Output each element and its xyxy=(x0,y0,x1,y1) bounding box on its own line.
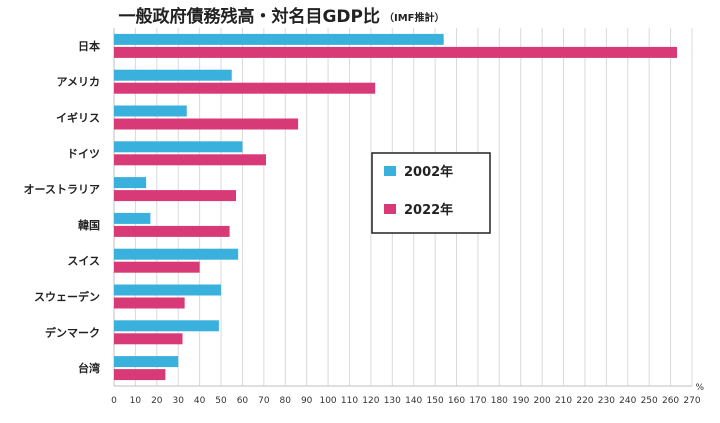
bar xyxy=(114,154,266,166)
bar xyxy=(114,356,179,368)
category-label: イギリス xyxy=(56,111,100,125)
category-label: ドイツ xyxy=(67,147,100,160)
x-tick-label: 250 xyxy=(641,396,658,406)
bar xyxy=(114,141,243,153)
x-tick-label: 100 xyxy=(319,396,336,406)
legend-swatch xyxy=(384,204,396,214)
bar xyxy=(114,333,183,345)
category-label: スウェーデン xyxy=(34,290,100,304)
chart-title: 一般政府債務残高・対名目GDP比 xyxy=(118,6,380,27)
category-label: 台湾 xyxy=(78,361,100,375)
x-tick-label: 0 xyxy=(111,396,117,406)
x-tick-label: 240 xyxy=(619,396,636,406)
x-tick-label: 210 xyxy=(555,396,572,406)
category-label: デンマーク xyxy=(45,325,100,339)
legend-label: 2002年 xyxy=(404,164,453,180)
x-tick-label: 170 xyxy=(469,396,486,406)
bar xyxy=(114,261,200,273)
bars xyxy=(114,33,678,381)
category-label: 日本 xyxy=(78,39,100,53)
x-tick-label: 230 xyxy=(598,396,615,406)
x-tick-label: 60 xyxy=(237,396,249,406)
bar xyxy=(114,225,230,237)
x-tick-label: 180 xyxy=(491,396,508,406)
legend-label: 2022年 xyxy=(404,202,453,218)
bar xyxy=(114,46,678,58)
x-tick-label: 120 xyxy=(362,396,379,406)
x-tick-label: 140 xyxy=(405,396,422,406)
x-tick-label: 90 xyxy=(301,396,313,406)
legend-swatch xyxy=(384,166,396,176)
x-tick-label: 40 xyxy=(194,396,206,406)
x-tick-label: 70 xyxy=(258,396,270,406)
x-tick-label: 80 xyxy=(280,396,292,406)
bar xyxy=(114,82,376,94)
bar xyxy=(114,297,185,309)
x-unit-label: % xyxy=(695,383,704,393)
x-tick-labels: 0 10 20 30 40 50 60 70 80 90 100 110 120 130 140 150 160… xyxy=(111,396,701,406)
category-label: アメリカ xyxy=(57,76,100,89)
x-tick-label: 150 xyxy=(427,396,444,406)
x-tick-label: 190 xyxy=(512,396,529,406)
category-label: スイス xyxy=(67,255,100,268)
category-label: オーストラリア xyxy=(24,183,100,196)
bar xyxy=(114,320,219,332)
bar xyxy=(114,118,299,130)
x-tick-label: 270 xyxy=(683,396,700,406)
x-tick-label: 200 xyxy=(534,396,551,406)
category-label: 韓国 xyxy=(78,218,100,232)
legend: 2002年 2022年 xyxy=(371,152,491,234)
bar xyxy=(114,284,222,296)
x-tick-label: 10 xyxy=(130,396,142,406)
x-tick-label: 220 xyxy=(576,396,593,406)
bar xyxy=(114,177,147,189)
bar xyxy=(114,105,187,117)
x-tick-label: 130 xyxy=(384,396,401,406)
chart-subtitle: （IMF推計） xyxy=(384,11,445,24)
bar xyxy=(114,248,239,260)
bar xyxy=(114,33,444,45)
x-tick-label: 110 xyxy=(341,396,358,406)
x-tick-label: 20 xyxy=(151,396,163,406)
x-tick-label: 50 xyxy=(215,396,227,406)
x-tick-label: 30 xyxy=(172,396,184,406)
bar xyxy=(114,369,166,381)
bar xyxy=(114,69,232,81)
x-tick-label: 260 xyxy=(662,396,679,406)
x-tick-label: 160 xyxy=(448,396,465,406)
bar xyxy=(114,190,237,202)
bar xyxy=(114,212,151,224)
